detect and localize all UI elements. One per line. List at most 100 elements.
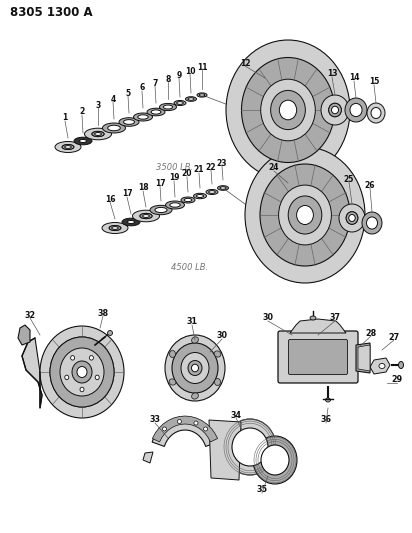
Ellipse shape [170, 203, 180, 207]
Ellipse shape [40, 326, 124, 418]
Text: 5: 5 [125, 88, 131, 98]
Ellipse shape [163, 105, 173, 109]
Text: 24: 24 [269, 164, 279, 173]
Ellipse shape [367, 217, 377, 229]
Ellipse shape [169, 379, 176, 385]
Ellipse shape [194, 193, 206, 199]
Ellipse shape [95, 133, 101, 135]
Ellipse shape [329, 103, 341, 117]
Ellipse shape [95, 375, 99, 379]
Text: 20: 20 [182, 169, 192, 179]
Ellipse shape [50, 337, 114, 407]
Polygon shape [152, 416, 218, 442]
Text: 4: 4 [110, 94, 116, 103]
Text: 26: 26 [365, 181, 375, 190]
Ellipse shape [177, 102, 183, 104]
Ellipse shape [150, 205, 172, 215]
Ellipse shape [62, 144, 74, 149]
Text: 1: 1 [62, 114, 68, 123]
Ellipse shape [72, 361, 92, 383]
Ellipse shape [197, 195, 204, 198]
Text: 21: 21 [194, 166, 204, 174]
Text: 18: 18 [138, 183, 148, 192]
Text: 25: 25 [344, 174, 354, 183]
Ellipse shape [329, 103, 341, 117]
Text: 29: 29 [391, 376, 403, 384]
Text: 34: 34 [230, 410, 241, 419]
Ellipse shape [261, 79, 315, 141]
Polygon shape [290, 319, 346, 333]
Ellipse shape [74, 137, 92, 145]
Ellipse shape [379, 364, 385, 368]
Text: 7: 7 [152, 78, 158, 87]
Text: 6: 6 [139, 84, 145, 93]
Circle shape [178, 419, 181, 424]
Ellipse shape [92, 132, 104, 136]
Ellipse shape [349, 214, 355, 222]
Ellipse shape [241, 58, 335, 163]
Ellipse shape [192, 393, 199, 399]
Text: 17: 17 [122, 190, 132, 198]
Text: 32: 32 [24, 311, 35, 319]
Ellipse shape [174, 101, 186, 106]
Polygon shape [209, 420, 241, 480]
Ellipse shape [62, 144, 74, 149]
Polygon shape [152, 417, 218, 447]
Ellipse shape [133, 113, 152, 121]
Text: 22: 22 [206, 163, 216, 172]
Ellipse shape [89, 356, 94, 360]
Text: 4500 LB.: 4500 LB. [171, 263, 208, 272]
Ellipse shape [332, 106, 339, 114]
FancyBboxPatch shape [278, 331, 358, 383]
Ellipse shape [143, 215, 150, 217]
Ellipse shape [297, 206, 314, 224]
Ellipse shape [159, 103, 176, 111]
Ellipse shape [350, 103, 362, 117]
Text: 15: 15 [369, 77, 379, 86]
Ellipse shape [339, 204, 365, 232]
Text: 14: 14 [349, 74, 359, 83]
Text: 35: 35 [257, 486, 267, 495]
Ellipse shape [166, 201, 185, 209]
Ellipse shape [279, 100, 297, 120]
Text: 12: 12 [240, 59, 250, 68]
Polygon shape [370, 358, 390, 374]
Ellipse shape [345, 98, 367, 122]
Ellipse shape [181, 197, 195, 203]
Ellipse shape [226, 40, 350, 180]
Ellipse shape [279, 185, 331, 245]
Ellipse shape [172, 343, 218, 393]
Text: 3500 LB.: 3500 LB. [157, 163, 194, 172]
Ellipse shape [147, 108, 165, 116]
Ellipse shape [84, 128, 112, 140]
Circle shape [162, 427, 166, 431]
Text: 3: 3 [95, 101, 101, 109]
FancyBboxPatch shape [288, 340, 347, 375]
Circle shape [204, 427, 208, 431]
Ellipse shape [346, 212, 358, 224]
Text: 17: 17 [154, 179, 165, 188]
Ellipse shape [346, 212, 358, 224]
Ellipse shape [310, 316, 316, 320]
Text: 36: 36 [321, 416, 332, 424]
Ellipse shape [169, 351, 176, 358]
Polygon shape [358, 345, 370, 371]
Ellipse shape [224, 419, 276, 475]
Ellipse shape [65, 375, 69, 379]
Ellipse shape [398, 361, 403, 368]
Text: 23: 23 [217, 158, 227, 167]
Text: 31: 31 [187, 318, 197, 327]
Text: 2: 2 [80, 108, 84, 117]
Ellipse shape [50, 337, 114, 407]
Ellipse shape [325, 398, 330, 402]
Ellipse shape [165, 335, 225, 401]
Ellipse shape [109, 225, 121, 230]
Ellipse shape [80, 387, 84, 392]
Ellipse shape [271, 91, 305, 130]
Ellipse shape [367, 103, 385, 123]
Ellipse shape [321, 95, 349, 125]
Ellipse shape [127, 221, 135, 223]
Ellipse shape [124, 119, 134, 124]
Ellipse shape [253, 436, 297, 484]
Ellipse shape [206, 190, 218, 195]
